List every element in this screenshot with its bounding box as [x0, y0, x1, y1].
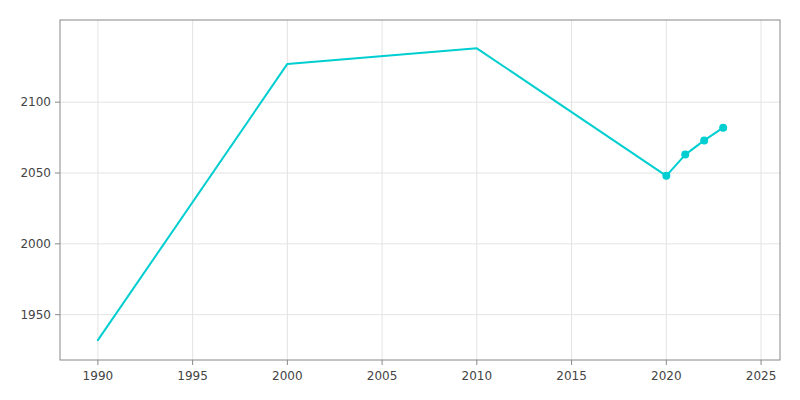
x-tick-label: 2010: [462, 369, 493, 383]
grid-line-x: [571, 20, 572, 360]
grid-line-y: [60, 243, 780, 244]
grid-line-x: [287, 20, 288, 360]
data-point: [700, 136, 708, 144]
x-tick: [666, 360, 667, 365]
x-tick: [761, 360, 762, 365]
grid-line-x: [97, 20, 98, 360]
chart-container: 1990 1995 2000 2005 2010 2015 2020 2025 1950 2000…: [0, 0, 800, 400]
y-tick: [55, 314, 60, 315]
y-tick-label: 2050: [20, 166, 51, 180]
y-tick-label: 1950: [20, 308, 51, 322]
y-tick: [55, 173, 60, 174]
grid-line-y: [60, 314, 780, 315]
grid-line-x: [382, 20, 383, 360]
x-tick: [571, 360, 572, 365]
grid-line-x: [192, 20, 193, 360]
data-point: [662, 172, 670, 180]
axes: 1990 1995 2000 2005 2010 2015 2020 2025 1950 2000…: [20, 95, 776, 383]
y-tick: [55, 102, 60, 103]
x-tick: [192, 360, 193, 365]
x-tick-label: 1995: [177, 369, 208, 383]
y-tick-label: 2000: [20, 237, 51, 251]
chart-svg: 1990 1995 2000 2005 2010 2015 2020 2025 1950 2000…: [0, 0, 800, 400]
x-tick: [97, 360, 98, 365]
grid-line-x: [666, 20, 667, 360]
grid-line-x: [476, 20, 477, 360]
x-tick-label: 2005: [367, 369, 398, 383]
x-tick-label: 2015: [556, 369, 587, 383]
x-tick-label: 2000: [272, 369, 303, 383]
x-tick-label: 2025: [746, 369, 777, 383]
marks: [98, 48, 727, 340]
data-point: [681, 151, 689, 159]
y-tick: [55, 243, 60, 244]
grid-line-y: [60, 173, 780, 174]
x-tick: [476, 360, 477, 365]
grid-line-x: [761, 20, 762, 360]
data-line: [98, 48, 723, 340]
x-tick: [287, 360, 288, 365]
plot-frame: [60, 20, 780, 360]
grid-line-y: [60, 102, 780, 103]
y-tick-label: 2100: [20, 95, 51, 109]
x-tick-label: 1990: [83, 369, 114, 383]
x-tick: [382, 360, 383, 365]
grid: [60, 20, 780, 360]
x-tick-label: 2020: [651, 369, 682, 383]
data-point: [719, 124, 727, 132]
